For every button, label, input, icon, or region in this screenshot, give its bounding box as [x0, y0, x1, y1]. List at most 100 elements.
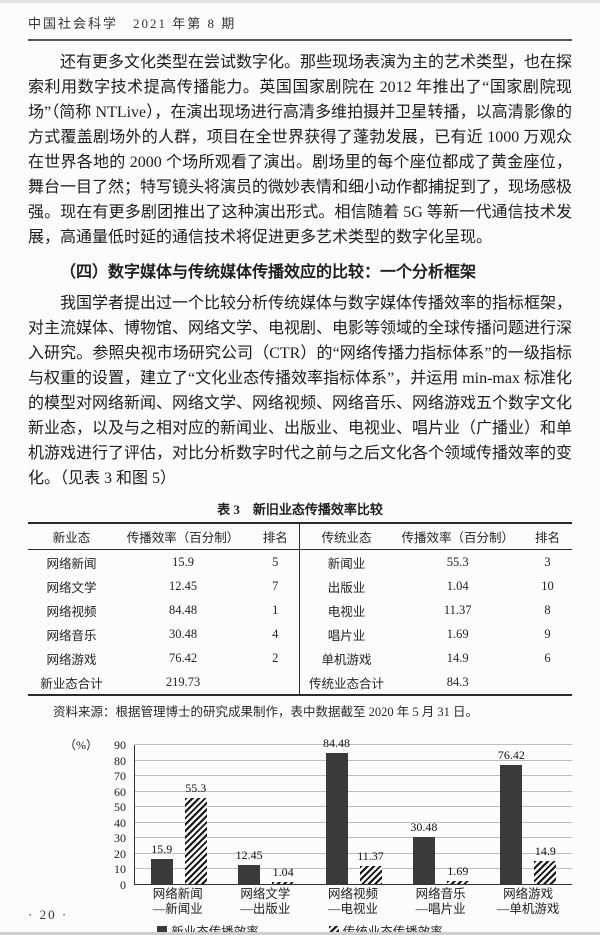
- cell: 30.48: [168, 626, 198, 641]
- legend-swatch: [328, 925, 339, 935]
- cell: 新闻业: [327, 556, 366, 571]
- cell: 网络音乐: [46, 628, 97, 643]
- category-label-line: —单机游戏: [496, 901, 560, 916]
- cell: 4: [251, 622, 301, 646]
- cell: 3: [544, 554, 551, 569]
- cell: [523, 670, 572, 695]
- page-number: · 20 ·: [28, 907, 69, 922]
- y-tick-label: 30: [114, 831, 126, 846]
- bar-value-label: 12.45: [235, 847, 263, 862]
- cell: 传统业态合计: [308, 676, 384, 691]
- cell: 84.3: [446, 674, 469, 689]
- cell: 10: [541, 578, 554, 593]
- y-tick-label: 70: [114, 769, 126, 784]
- cell: 1.04: [446, 578, 469, 593]
- cell: 网络视频: [46, 604, 97, 619]
- bar-group: 12.45 1.04: [222, 745, 309, 884]
- cell: 电视业: [327, 604, 366, 619]
- bar-value-label: 11.37: [357, 849, 384, 864]
- scan-edge-top: [0, 0, 600, 3]
- bar: 11.37: [357, 849, 384, 884]
- cell: 76.42: [168, 650, 198, 665]
- x-axis-labels: 网络新闻 —新闻业 网络文学 —出版业 网络视频 —电视业 网络音乐 —唱片业 网络游戏 —单机游…: [134, 887, 572, 916]
- bar-group: 15.9 55.3: [135, 745, 222, 884]
- bar-group: 30.48 1.69: [397, 745, 484, 884]
- journal-header: 中国社会科学 2021 年第 8 期: [28, 16, 237, 31]
- chart-body: 0 10 20 30 40 50 60 70 80 90 （%） 15.9 55.3 12.45 1.04…: [64, 730, 572, 891]
- cell: 网络游戏: [46, 652, 97, 667]
- category-label-line: —新闻业: [152, 901, 203, 916]
- grid-line: [135, 868, 572, 870]
- paragraph-digital-culture: 还有更多文化类型在尝试数字化。那些现场表演为主的艺术类型，也在探索利用数字技术提…: [28, 54, 573, 246]
- cell: 11.37: [443, 602, 472, 617]
- legend-label: 新业态传播效率: [171, 925, 259, 935]
- grid-line: [135, 852, 572, 854]
- cell: 5: [251, 549, 301, 574]
- cell: 2: [251, 646, 301, 670]
- cell: 7: [251, 574, 301, 598]
- header-rule: [28, 39, 572, 41]
- table-header-row: 新业态 传播效率（百分制） 排名 传统业态 传播效率（百分制） 排名: [28, 523, 572, 550]
- chart-legend: 新业态传播效率 传统业态传播效率: [28, 921, 572, 935]
- category-label: 网络文学 —出版业: [222, 887, 310, 916]
- cell: [251, 670, 301, 695]
- legend-label: 传统业态传播效率: [342, 925, 443, 935]
- table-row: 网络文学 12.45 7 出版业 1.04 10: [28, 574, 572, 598]
- category-label: 网络视频 —电视业: [309, 887, 397, 916]
- cell: 1: [251, 598, 301, 622]
- cell: 219.73: [165, 674, 201, 689]
- bar: 1.04: [272, 865, 295, 884]
- table-title: 表 3 新旧业态传播效率比较: [217, 502, 383, 517]
- category-label-line: 网络游戏: [503, 887, 554, 901]
- col-header: 排名: [251, 523, 301, 550]
- category-label-line: 网络视频: [327, 887, 378, 901]
- section-heading: （四）数字媒体与传统媒体传播效应的比较：一个分析框架: [60, 264, 477, 281]
- category-label-line: —出版业: [240, 901, 291, 916]
- bar: 15.9: [150, 842, 173, 884]
- y-axis-unit-label: （%）: [64, 738, 98, 752]
- col-header: 传播效率（百分制）: [392, 523, 523, 550]
- y-tick-label: 40: [114, 815, 126, 830]
- category-label: 网络新闻 —新闻业: [134, 887, 222, 916]
- cell: 9: [544, 626, 551, 641]
- cell: 网络文学: [46, 580, 97, 595]
- category-label-line: 网络新闻: [152, 887, 203, 901]
- bar-group: 84.48 11.37: [310, 736, 397, 884]
- category-label: 网络游戏 —单机游戏: [484, 887, 572, 916]
- bar-value-label: 14.9: [534, 843, 556, 858]
- cell: 网络新闻: [46, 556, 97, 571]
- legend-item: 传统业态传播效率: [328, 921, 443, 935]
- bar-value-label: 1.69: [447, 864, 469, 879]
- grid-line: [135, 744, 572, 745]
- cell: 55.3: [446, 554, 469, 569]
- y-tick-label: 50: [114, 800, 126, 815]
- category-label-line: 网络文学: [240, 887, 291, 901]
- table-row: 网络音乐 30.48 4 唱片业 1.69 9: [28, 622, 572, 646]
- bar-chart-figure: 0 10 20 30 40 50 60 70 80 90 （%） 15.9 55.3 12.45 1.04…: [28, 730, 572, 935]
- cell: 1.69: [446, 626, 469, 641]
- category-label-line: 网络音乐: [415, 887, 466, 901]
- cell: 12.45: [168, 578, 198, 593]
- bar: 76.42: [498, 748, 525, 884]
- cell: 14.9: [446, 650, 469, 665]
- grid-line: [135, 790, 572, 792]
- cell: 新业态合计: [40, 676, 103, 691]
- cell: 15.9: [172, 554, 194, 569]
- table-row: 网络游戏 76.42 2 单机游戏 14.9 6: [28, 646, 572, 670]
- y-tick-label: 60: [114, 784, 126, 799]
- grid-line: [135, 837, 572, 839]
- col-header: 排名: [523, 523, 572, 550]
- legend-item: 新业态传播效率: [157, 921, 259, 935]
- cell: 出版业: [327, 580, 366, 595]
- efficiency-table: 新业态 传播效率（百分制） 排名 传统业态 传播效率（百分制） 排名 网络新闻 1…: [28, 522, 572, 696]
- bar-value-label: 30.48: [410, 819, 438, 834]
- bar: 14.9: [534, 844, 557, 884]
- table-source-note: 资料来源：根据管理博士的研究成果制作，表中数据截至 2020 年 5 月 31 …: [53, 705, 479, 719]
- category-label: 网络音乐 —唱片业: [397, 887, 485, 916]
- paragraph-framework: 我国学者提出过一个比较分析传统媒体与数字媒体传播效率的指标框架，对主流媒体、博物…: [28, 295, 573, 487]
- col-header: 传统业态: [299, 523, 393, 550]
- table-row: 网络视频 84.48 1 电视业 11.37 8: [28, 598, 572, 622]
- bar-value-label: 55.3: [185, 780, 207, 795]
- y-tick-label: 10: [114, 862, 126, 877]
- y-tick-label: 20: [114, 846, 126, 861]
